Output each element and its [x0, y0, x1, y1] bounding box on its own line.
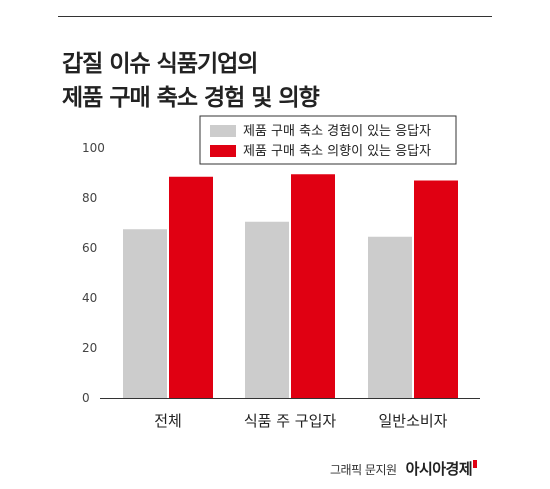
x-category-label-3: 일반소비자: [378, 412, 447, 430]
bar-series-1-category-2: [245, 221, 289, 398]
y-tick-label-80: 80: [82, 191, 97, 205]
bar-series-1-category-3: [368, 236, 412, 398]
y-tick-label-60: 60: [82, 241, 97, 255]
legend-swatch-series-1: [210, 125, 236, 137]
y-tick-label-40: 40: [82, 291, 97, 305]
legend-label-series-1: 제품 구매 축소 경험이 있는 응답자: [243, 124, 431, 139]
credit: 그래픽 문지원 아시아경제: [330, 458, 478, 479]
bar-series-1-category-1: [123, 229, 167, 398]
x-axis-labels: 전체 식품 주 구입자 일반소비자: [154, 412, 447, 430]
publisher-logo: 아시아경제: [405, 460, 473, 478]
top-rule: [58, 16, 492, 17]
legend: 제품 구매 축소 경험이 있는 응답자 제품 구매 축소 의향이 있는 응답자: [199, 115, 457, 165]
chart-title-line-1: 갑질 이슈 식품기업의: [62, 51, 258, 77]
bars: [123, 174, 458, 398]
bar-series-2-category-1: [169, 176, 213, 398]
y-axis-ticks: 0 20 40 60 80 100: [82, 141, 105, 405]
y-tick-label-0: 0: [82, 391, 90, 405]
credit-text: 그래픽 문지원: [330, 463, 397, 477]
logo-mark-icon: [473, 460, 478, 468]
chart-title-line-2: 제품 구매 축소 경험 및 의향: [62, 85, 320, 111]
bar-series-2-category-3: [414, 180, 458, 398]
bar-series-2-category-2: [291, 174, 335, 398]
x-category-label-1: 전체: [154, 412, 182, 430]
y-tick-label-100: 100: [82, 141, 105, 155]
legend-box: [199, 115, 457, 165]
y-tick-label-20: 20: [82, 341, 97, 355]
legend-swatch-series-2: [210, 145, 236, 157]
legend-label-series-2: 제품 구매 축소 의향이 있는 응답자: [243, 144, 431, 159]
x-category-label-2: 식품 주 구입자: [244, 412, 337, 430]
